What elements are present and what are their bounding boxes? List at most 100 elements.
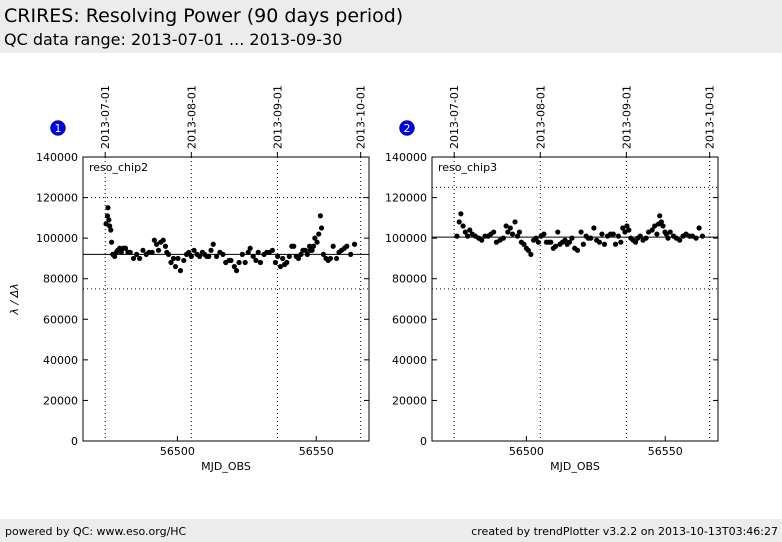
data-point: [562, 237, 568, 243]
y-tick-label: 40000: [392, 354, 427, 367]
data-point: [622, 229, 628, 235]
data-point: [505, 229, 511, 235]
panel-label: reso_chip2: [89, 161, 148, 174]
y-tick-label: 0: [71, 435, 78, 448]
y-tick-label: 20000: [43, 394, 78, 407]
data-point: [460, 223, 466, 229]
data-point: [109, 239, 115, 245]
data-point: [588, 235, 594, 241]
data-point: [107, 223, 113, 229]
data-point: [665, 235, 671, 241]
data-point: [555, 229, 561, 235]
data-point: [168, 259, 174, 266]
data-point: [177, 268, 184, 274]
data-point: [255, 249, 261, 255]
data-point: [649, 227, 655, 233]
page-title: CRIRES: Resolving Power (90 days period): [4, 5, 404, 27]
footer-band: powered by QC: www.eso.org/HC created by…: [0, 519, 782, 542]
date-tick-label: 2013-10-01: [704, 85, 717, 149]
y-axis-label: λ / Δλ: [8, 283, 21, 315]
x-tick-label: 56500: [509, 445, 544, 458]
data-point: [618, 239, 624, 245]
data-point: [693, 235, 699, 241]
data-point: [206, 253, 212, 259]
data-point: [479, 237, 485, 243]
x-tick-label: 56500: [160, 445, 195, 458]
data-point: [117, 245, 123, 251]
data-point: [548, 239, 554, 245]
data-point: [317, 213, 324, 219]
data-point: [208, 247, 214, 253]
data-point: [525, 247, 531, 253]
y-tick-label: 60000: [392, 313, 427, 326]
data-point: [298, 251, 304, 257]
date-tick-label: 2013-09-01: [271, 85, 284, 149]
data-point: [257, 259, 264, 266]
data-point: [500, 235, 506, 241]
qc-data-range: QC data range: 2013-07-01 ... 2013-09-30: [4, 30, 343, 49]
y-tick-label: 100000: [36, 232, 78, 245]
data-point: [626, 227, 632, 233]
data-point: [552, 243, 559, 249]
data-point: [269, 247, 275, 253]
y-tick-label: 80000: [392, 273, 427, 286]
data-point: [310, 243, 317, 249]
data-point: [612, 241, 619, 247]
header-band: CRIRES: Resolving Power (90 days period)…: [0, 0, 782, 53]
data-point: [277, 263, 284, 270]
y-tick-label: 140000: [36, 151, 78, 164]
data-point: [462, 229, 468, 235]
y-tick-label: 80000: [43, 273, 78, 286]
data-point: [253, 257, 259, 264]
footer-created-by: created by trendPlotter v3.2.2 on 2013-1…: [471, 525, 778, 538]
data-point: [106, 217, 112, 223]
data-point: [507, 225, 513, 231]
data-point: [155, 247, 162, 253]
y-tick-label: 60000: [43, 313, 78, 326]
data-point: [291, 243, 297, 249]
date-tick-label: 2013-09-01: [620, 85, 633, 149]
data-point: [509, 231, 516, 237]
data-point: [318, 225, 325, 231]
data-point: [591, 225, 597, 231]
data-point: [344, 243, 350, 249]
x-tick-label: 56550: [648, 445, 683, 458]
data-point: [231, 263, 237, 270]
data-point: [191, 247, 197, 253]
chart-panel-reso-chip3: 2013-07-01 2013-08-01 2013-09-01 2013-10-01…: [385, 85, 719, 473]
y-tick-label: 140000: [385, 151, 427, 164]
y-tick-label: 0: [420, 435, 427, 448]
data-point: [514, 233, 521, 239]
data-point: [284, 259, 290, 266]
data-point: [175, 255, 181, 262]
data-point: [667, 229, 673, 235]
data-point: [456, 219, 462, 225]
data-point: [491, 229, 497, 235]
data-point: [330, 243, 336, 249]
data-point: [104, 213, 111, 219]
data-point: [122, 245, 129, 251]
data-point: [696, 225, 702, 231]
data-point: [566, 239, 573, 245]
data-point: [306, 243, 313, 249]
data-point: [220, 251, 226, 257]
date-tick-label: 2013-10-01: [355, 85, 368, 149]
data-point: [578, 229, 584, 235]
data-point: [327, 255, 334, 262]
data-point: [580, 241, 586, 247]
data-point: [130, 255, 137, 262]
date-tick-label: 2013-07-01: [448, 85, 461, 149]
data-point: [133, 251, 140, 257]
data-point: [699, 233, 706, 239]
y-tick-label: 120000: [385, 192, 427, 205]
data-point: [348, 251, 354, 257]
data-point: [467, 227, 473, 233]
data-point: [210, 241, 216, 247]
data-point: [541, 231, 547, 237]
x-axis-label: MJD_OBS: [201, 460, 251, 473]
data-point: [236, 259, 242, 266]
data-point: [295, 255, 302, 262]
data-point: [275, 253, 281, 259]
data-point: [242, 259, 248, 266]
data-point: [127, 249, 133, 255]
